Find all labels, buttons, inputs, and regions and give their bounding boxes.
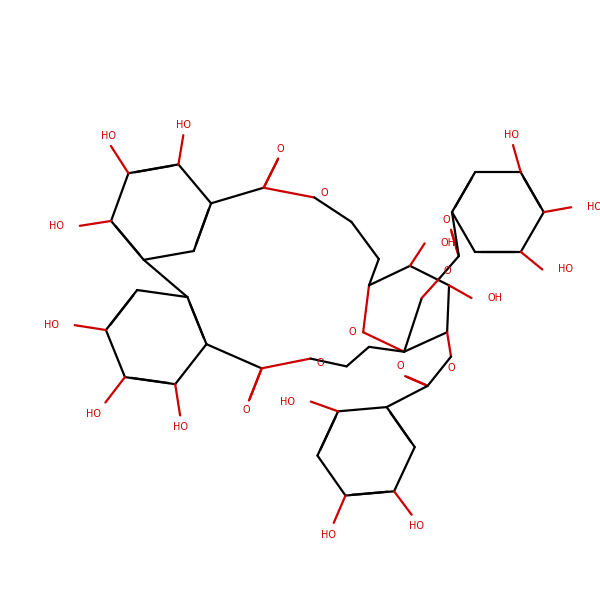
Text: HO: HO [280, 397, 295, 407]
Text: O: O [349, 327, 356, 337]
Text: O: O [320, 188, 328, 197]
Text: O: O [447, 364, 455, 373]
Text: HO: HO [587, 202, 600, 212]
Text: HO: HO [409, 521, 424, 532]
Text: HO: HO [101, 131, 116, 141]
Text: O: O [443, 266, 451, 276]
Text: HO: HO [558, 265, 573, 274]
Text: HO: HO [322, 530, 337, 539]
Text: HO: HO [173, 422, 188, 432]
Text: OH: OH [440, 238, 455, 248]
Text: O: O [316, 358, 324, 368]
Text: HO: HO [503, 130, 518, 140]
Text: O: O [277, 143, 284, 154]
Text: HO: HO [44, 320, 59, 330]
Text: O: O [397, 361, 404, 371]
Text: HO: HO [176, 121, 191, 130]
Text: O: O [242, 406, 250, 415]
Text: OH: OH [487, 293, 502, 303]
Text: HO: HO [49, 221, 64, 231]
Text: HO: HO [86, 409, 101, 419]
Text: O: O [442, 215, 450, 225]
